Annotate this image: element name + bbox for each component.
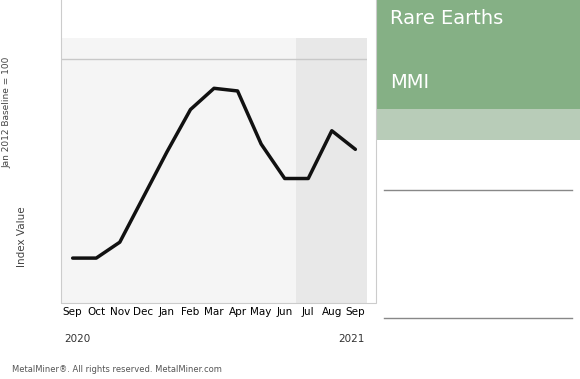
Text: Index Value: Index Value xyxy=(17,207,27,267)
Text: Rare Earths: Rare Earths xyxy=(390,9,503,28)
Text: MetalMiner®. All rights reserved. MetalMiner.com: MetalMiner®. All rights reserved. MetalM… xyxy=(12,365,222,374)
Text: 2021: 2021 xyxy=(338,334,364,343)
Text: Jan 2012 Baseline = 100: Jan 2012 Baseline = 100 xyxy=(2,56,12,168)
Bar xyxy=(296,38,367,303)
Bar xyxy=(376,0,580,140)
Text: August to: August to xyxy=(441,201,506,214)
Text: MMI: MMI xyxy=(390,73,429,92)
Text: September: September xyxy=(441,239,515,252)
Bar xyxy=(376,110,580,140)
Text: 2020: 2020 xyxy=(64,334,90,343)
Text: Down 8.5%: Down 8.5% xyxy=(441,277,517,290)
